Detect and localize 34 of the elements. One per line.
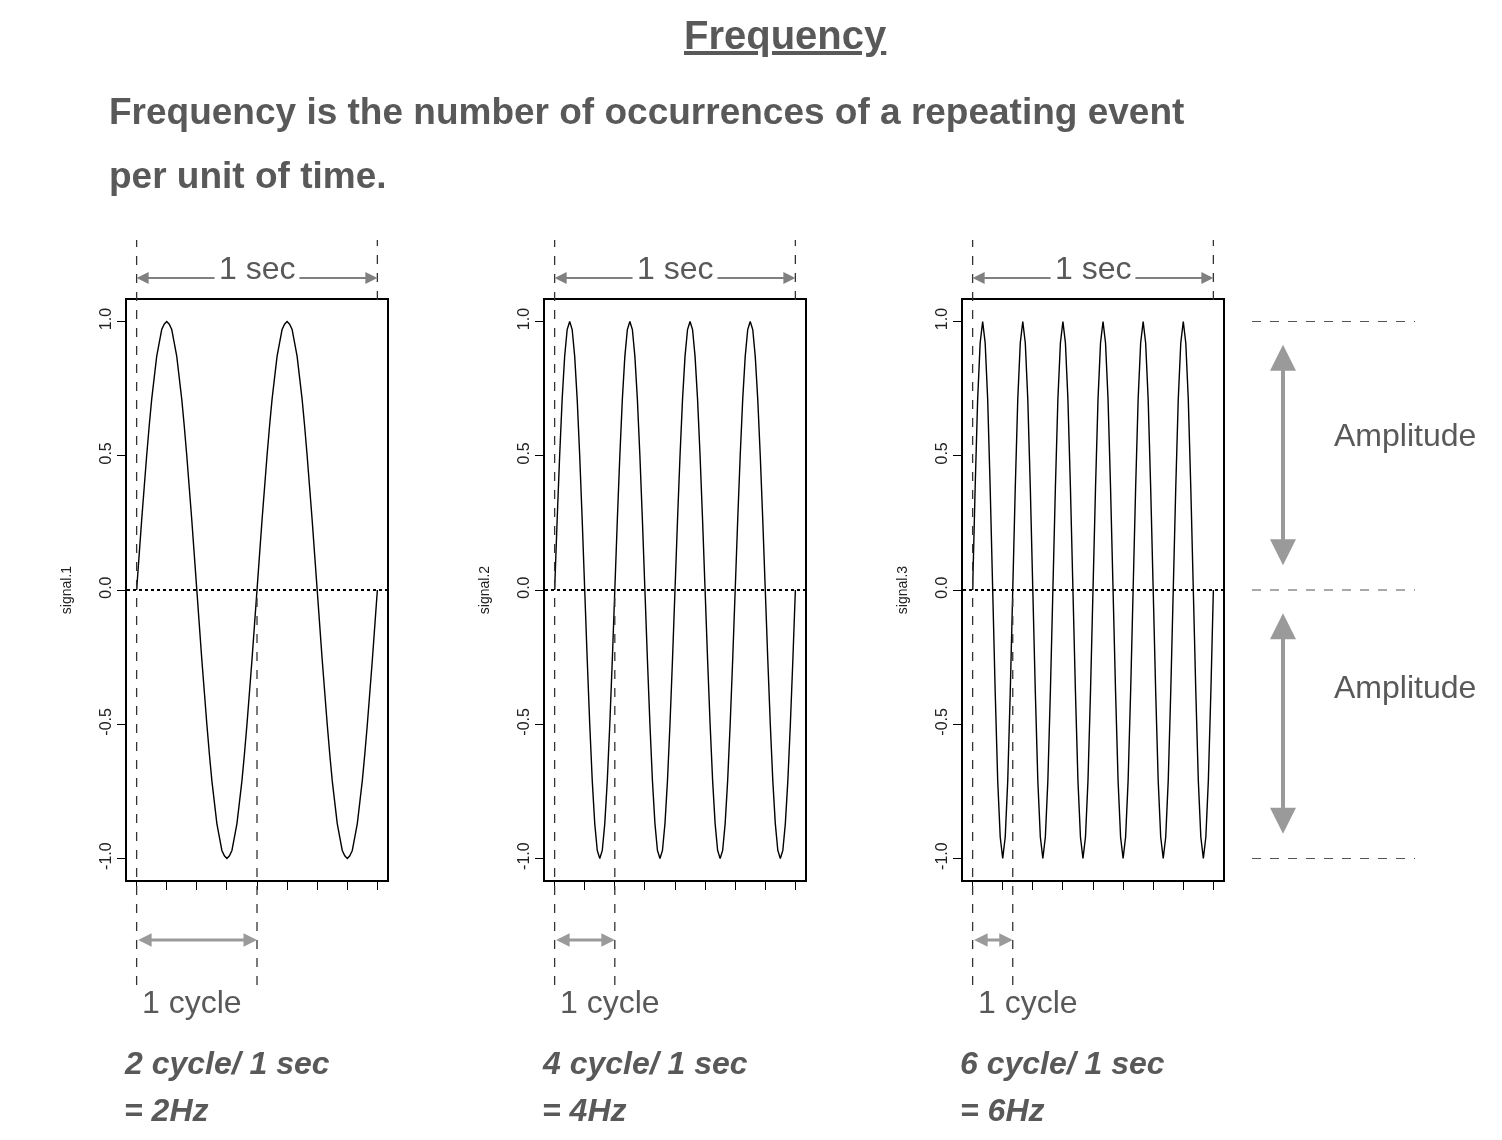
y-tick-label: -0.5: [932, 707, 950, 736]
y-tick-label: -0.5: [96, 707, 114, 736]
y-tick-label: 0.5: [96, 442, 114, 465]
text: 1 sec: [637, 250, 714, 286]
y-tick-label: 0.0: [514, 576, 532, 599]
text: 1 cycle: [978, 984, 1078, 1020]
y-tick-label: 1.0: [932, 307, 950, 331]
chart-title: Frequency: [684, 13, 888, 57]
text: Amplitude: [1334, 417, 1477, 453]
text: = 2Hz: [124, 1092, 209, 1128]
y-tick-label: -1.0: [96, 842, 114, 870]
y-tick-label: -0.5: [514, 707, 532, 736]
y-tick-label: 1.0: [96, 307, 114, 331]
text: 6 cycle/ 1 sec: [960, 1045, 1165, 1081]
text: 4 cycle/ 1 sec: [542, 1045, 748, 1081]
y-tick-label: 0.0: [96, 576, 114, 599]
y-tick-label: 0.5: [514, 442, 532, 465]
y-tick-label: 0.5: [932, 442, 950, 465]
text: 1 cycle: [560, 984, 660, 1020]
text: 1 sec: [219, 250, 296, 286]
text: = 6Hz: [960, 1092, 1045, 1128]
y-tick-label: -1.0: [514, 842, 532, 870]
text: 1 sec: [1055, 250, 1132, 286]
y-tick-label: -1.0: [932, 842, 950, 870]
text: = 4Hz: [542, 1092, 627, 1128]
text: 2 cycle/ 1 sec: [124, 1045, 330, 1081]
y-axis-title: signal.1: [57, 565, 74, 615]
chart-subtitle: Frequency is the number of occurrences of a repeating event per unit of time.: [109, 91, 1185, 196]
text: 1 cycle: [142, 984, 242, 1020]
y-tick-label: 1.0: [514, 307, 532, 331]
text: Amplitude: [1334, 669, 1477, 705]
y-axis-title: signal.2: [475, 565, 492, 615]
y-tick-label: 0.0: [932, 576, 950, 599]
y-axis-title: signal.3: [893, 565, 910, 615]
